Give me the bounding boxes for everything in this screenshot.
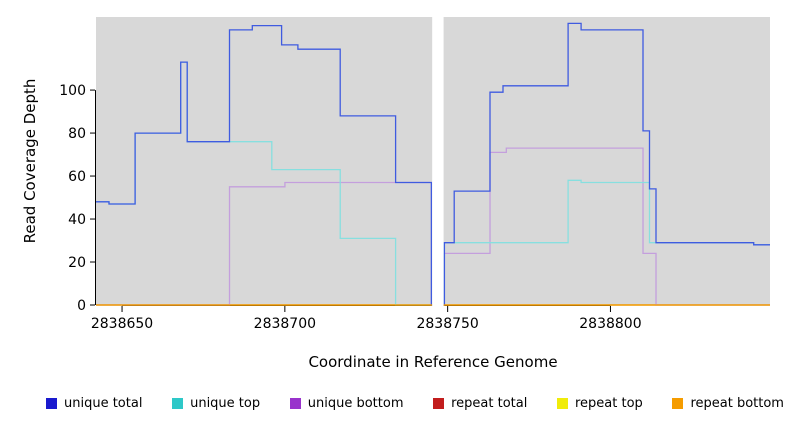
legend-label: unique top [190,396,261,411]
legend-item-unique-bottom: unique bottom [289,396,404,411]
y-tick-label: 40 [68,212,86,228]
legend-swatch-icon [289,398,301,409]
legend-item-repeat-top: repeat top [557,396,643,411]
legend-item-repeat-total: repeat total [433,396,527,411]
y-tick-label: 100 [59,83,86,99]
legend-swatch-icon [557,398,568,409]
legend-swatch-icon [433,398,445,409]
x-tick-label: 2838650 [91,316,153,332]
x-tick-label: 2838800 [579,316,641,332]
legend-item-repeat-bottom: repeat bottom [672,396,784,411]
y-tick-label: 0 [77,298,86,314]
legend-swatch-icon [672,398,684,409]
legend-label: repeat bottom [690,396,784,411]
y-tick-label: 60 [68,169,86,185]
y-tick-label: 20 [68,255,86,271]
legend-label: repeat top [575,396,643,411]
no-data-gap [432,16,444,307]
y-axis-title: Read Coverage Depth [21,78,39,244]
legend-item-unique-total: unique total [46,396,142,411]
legend-swatch-icon [172,398,184,409]
series-line-unique-total [96,22,770,306]
legend-swatch-icon [46,398,57,409]
legend-label: unique total [64,396,143,411]
legend-label: repeat total [451,396,528,411]
y-tick-label: 80 [68,126,86,142]
legend-item-unique-top: unique top [172,396,260,411]
legend-label: unique bottom [307,396,404,411]
x-axis-title: Coordinate in Reference Genome [308,353,558,371]
x-tick-label: 2838700 [254,316,316,332]
series-line-unique-bottom [96,147,770,306]
legend: unique total unique top unique bottom repea… [46,396,784,411]
x-tick-label: 2838750 [416,316,478,332]
